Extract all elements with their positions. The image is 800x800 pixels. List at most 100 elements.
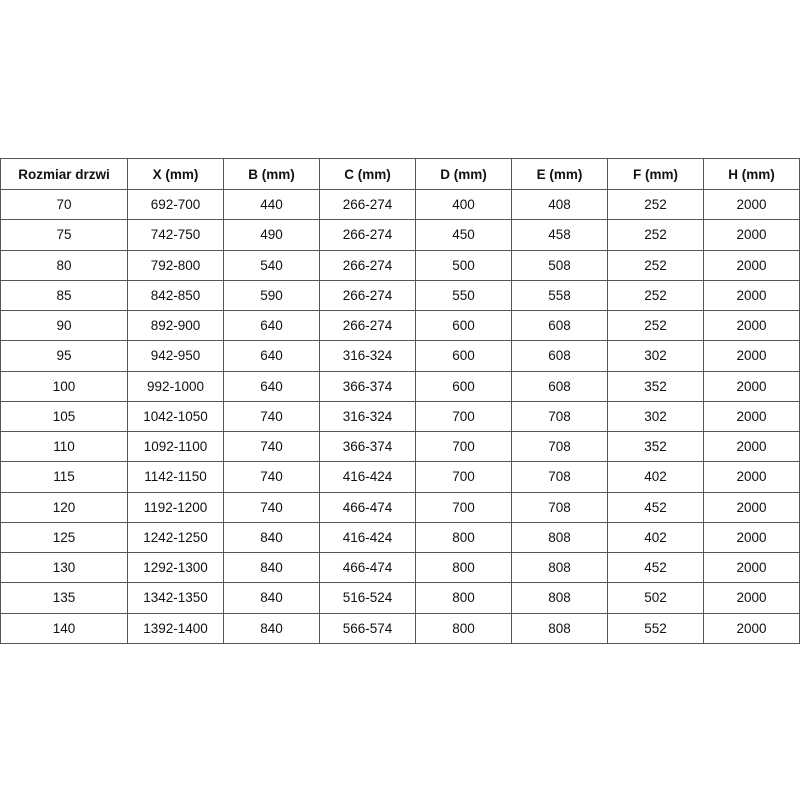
table-cell: 708 — [511, 491, 608, 523]
column-header: F (mm) — [607, 158, 704, 190]
table-row: 115 1142-1150 740 416-424 700 708 402 2000 — [0, 461, 800, 493]
table-row: 110 1092-1100 740 366-374 700 708 352 2000 — [0, 430, 800, 463]
table-cell: 600 — [415, 309, 512, 342]
table-cell: 840 — [223, 521, 320, 554]
table-cell: 2000 — [703, 309, 800, 342]
table-cell: 1342-1350 — [127, 582, 224, 614]
table-cell: 352 — [607, 370, 704, 402]
table-cell: 70 — [0, 188, 128, 221]
table-cell: 95 — [0, 340, 128, 372]
table-cell: 266-274 — [319, 219, 416, 251]
table-cell: 700 — [415, 491, 512, 523]
table-cell: 110 — [0, 430, 128, 463]
table-cell: 252 — [607, 188, 704, 221]
table-cell: 558 — [511, 279, 608, 312]
table-cell: 708 — [511, 461, 608, 493]
table-cell: 552 — [607, 612, 704, 644]
table-cell: 458 — [511, 219, 608, 251]
table-cell: 2000 — [703, 582, 800, 614]
table-row: 100 992-1000 640 366-374 600 608 352 2000 — [0, 370, 800, 402]
table-cell: 1242-1250 — [127, 521, 224, 554]
table-row: 95 942-950 640 316-324 600 608 302 2000 — [0, 340, 800, 372]
table-cell: 740 — [223, 400, 320, 433]
table-cell: 115 — [0, 461, 128, 493]
table-row: 130 1292-1300 840 466-474 800 808 452 2000 — [0, 551, 800, 584]
table-cell: 600 — [415, 340, 512, 372]
table-cell: 416-424 — [319, 521, 416, 554]
table-cell: 2000 — [703, 279, 800, 312]
table-cell: 992-1000 — [127, 370, 224, 402]
table-cell: 366-374 — [319, 430, 416, 463]
column-header: B (mm) — [223, 158, 320, 190]
table-row: 80 792-800 540 266-274 500 508 252 2000 — [0, 249, 800, 281]
table-cell: 740 — [223, 491, 320, 523]
table-cell: 608 — [511, 309, 608, 342]
table-cell: 2000 — [703, 370, 800, 402]
table-cell: 316-324 — [319, 340, 416, 372]
table-cell: 125 — [0, 521, 128, 554]
table-cell: 2000 — [703, 249, 800, 281]
table-cell: 266-274 — [319, 188, 416, 221]
column-header: D (mm) — [415, 158, 512, 190]
table-row: 105 1042-1050 740 316-324 700 708 302 2000 — [0, 400, 800, 433]
table-cell: 452 — [607, 491, 704, 523]
table-cell: 708 — [511, 400, 608, 433]
table-cell: 450 — [415, 219, 512, 251]
table-cell: 2000 — [703, 430, 800, 463]
table-cell: 490 — [223, 219, 320, 251]
table-cell: 2000 — [703, 219, 800, 251]
table-cell: 2000 — [703, 188, 800, 221]
table-cell: 700 — [415, 430, 512, 463]
table-cell: 408 — [511, 188, 608, 221]
table-cell: 550 — [415, 279, 512, 312]
table-cell: 640 — [223, 370, 320, 402]
table-cell: 700 — [415, 461, 512, 493]
table-row: 70 692-700 440 266-274 400 408 252 2000 — [0, 188, 800, 221]
table-cell: 942-950 — [127, 340, 224, 372]
table-cell: 608 — [511, 340, 608, 372]
table-cell: 502 — [607, 582, 704, 614]
table-cell: 800 — [415, 521, 512, 554]
table-cell: 266-274 — [319, 279, 416, 312]
table-cell: 316-324 — [319, 400, 416, 433]
table-row: 75 742-750 490 266-274 450 458 252 2000 — [0, 219, 800, 251]
column-header: H (mm) — [703, 158, 800, 190]
table-cell: 352 — [607, 430, 704, 463]
table-cell: 140 — [0, 612, 128, 644]
table-cell: 266-274 — [319, 249, 416, 281]
table-cell: 808 — [511, 521, 608, 554]
table-cell: 90 — [0, 309, 128, 342]
table-cell: 800 — [415, 582, 512, 614]
table-cell: 130 — [0, 551, 128, 584]
table-cell: 800 — [415, 551, 512, 584]
table-cell: 740 — [223, 430, 320, 463]
table-cell: 792-800 — [127, 249, 224, 281]
table-cell: 400 — [415, 188, 512, 221]
table-cell: 500 — [415, 249, 512, 281]
table-cell: 640 — [223, 309, 320, 342]
table-header-row: Rozmiar drzwi X (mm) B (mm) C (mm) D (mm) E (… — [0, 158, 800, 190]
table-cell: 1092-1100 — [127, 430, 224, 463]
table-row: 90 892-900 640 266-274 600 608 252 2000 — [0, 309, 800, 342]
table-cell: 80 — [0, 249, 128, 281]
table-cell: 2000 — [703, 551, 800, 584]
table-cell: 2000 — [703, 400, 800, 433]
column-header: X (mm) — [127, 158, 224, 190]
table-cell: 1042-1050 — [127, 400, 224, 433]
table-cell: 692-700 — [127, 188, 224, 221]
table-cell: 85 — [0, 279, 128, 312]
table-cell: 100 — [0, 370, 128, 402]
table-cell: 840 — [223, 551, 320, 584]
table-cell: 892-900 — [127, 309, 224, 342]
table-cell: 742-750 — [127, 219, 224, 251]
table-cell: 640 — [223, 340, 320, 372]
table-cell: 540 — [223, 249, 320, 281]
table-cell: 516-524 — [319, 582, 416, 614]
table-cell: 2000 — [703, 491, 800, 523]
table-cell: 366-374 — [319, 370, 416, 402]
table-cell: 105 — [0, 400, 128, 433]
table-cell: 1292-1300 — [127, 551, 224, 584]
table-cell: 700 — [415, 400, 512, 433]
column-header: C (mm) — [319, 158, 416, 190]
table-cell: 2000 — [703, 340, 800, 372]
